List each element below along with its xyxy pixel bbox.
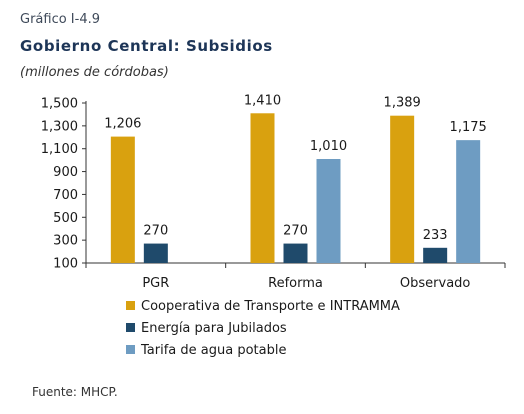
legend-swatch — [126, 301, 135, 310]
data-label: 1,010 — [310, 139, 347, 154]
y-tick-label: 500 — [53, 211, 78, 226]
bar-3 — [316, 159, 341, 263]
x-category-label: PGR — [142, 276, 169, 291]
bar-2 — [423, 247, 448, 263]
chart-axes: 100 300 500 700 900 1,100 1,300 1,500 PGR Reforma… — [41, 97, 506, 291]
y-tick-label: 700 — [53, 188, 78, 203]
legend-swatch — [126, 323, 135, 332]
chart-subtitle: (millones de córdobas) — [20, 65, 169, 80]
chart-source: Fuente: MHCP. — [32, 385, 118, 399]
bar-2 — [283, 243, 308, 263]
legend-label: Energía para Jubilados — [141, 321, 287, 336]
chart-title: Gobierno Central: Subsidios — [20, 37, 273, 55]
y-tick-label: 300 — [53, 234, 78, 249]
legend-swatch — [126, 345, 135, 354]
chart-caption: Gráfico I-4.9 — [20, 12, 101, 27]
x-category-label: Observado — [400, 276, 471, 291]
bar-3 — [456, 140, 481, 263]
data-label: 1,175 — [450, 120, 487, 135]
chart-data-labels: 1,206 270 1,410 270 1,010 1,389 233 1,175 — [104, 93, 487, 243]
bar-chart: 100 300 500 700 900 1,100 1,300 1,500 PGR Reforma… — [41, 93, 506, 358]
chart-legend: Cooperativa de Transporte e INTRAMMA Ener… — [126, 299, 400, 358]
bar-1 — [390, 115, 415, 263]
data-label: 1,389 — [384, 96, 421, 111]
chart-bars — [110, 113, 481, 264]
data-label: 270 — [143, 224, 168, 239]
data-label: 233 — [423, 228, 448, 243]
bar-2 — [143, 243, 168, 263]
data-label: 1,410 — [244, 93, 281, 108]
y-tick-label: 1,300 — [41, 119, 78, 134]
legend-label: Tarifa de agua potable — [140, 343, 286, 358]
data-label: 270 — [283, 224, 308, 239]
bar-1 — [250, 113, 275, 264]
data-label: 1,206 — [104, 117, 141, 132]
y-tick-label: 900 — [53, 165, 78, 180]
legend-label: Cooperativa de Transporte e INTRAMMA — [141, 299, 400, 314]
y-tick-label: 1,500 — [41, 97, 78, 112]
bar-1 — [110, 136, 135, 263]
y-tick-label: 100 — [53, 257, 78, 272]
x-category-label: Reforma — [268, 276, 323, 291]
y-tick-label: 1,100 — [41, 142, 78, 157]
